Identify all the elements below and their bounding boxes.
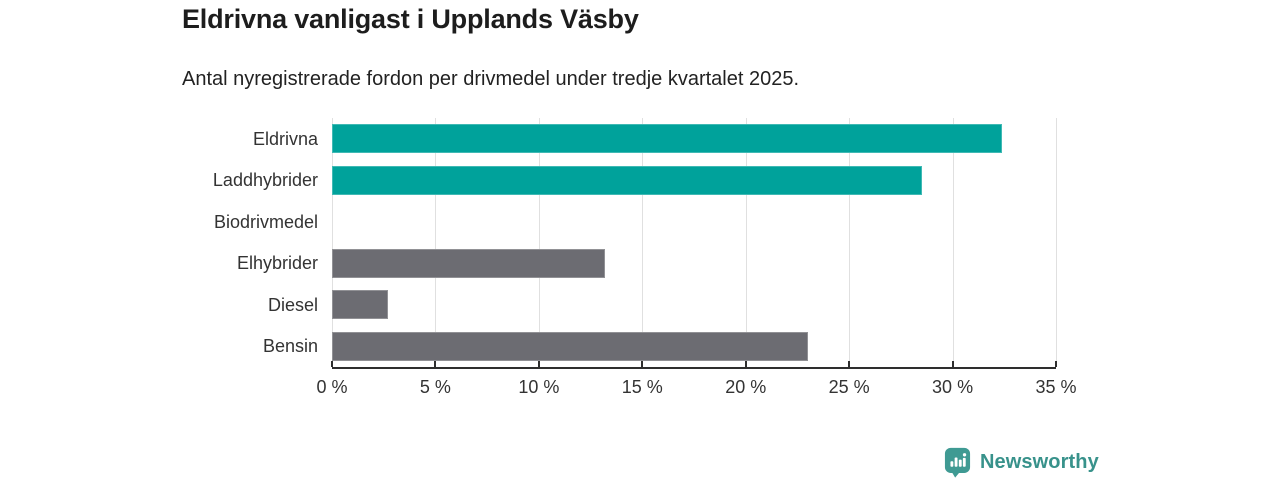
bar-diesel xyxy=(332,290,388,320)
axis-tick-0 xyxy=(331,361,333,367)
axis-tick-15 xyxy=(641,361,644,367)
x-tick-label-35: 35 % xyxy=(1035,377,1077,397)
y-label-elhybrider: Elhybrider xyxy=(236,253,318,274)
x-tick-label-10: 10 % xyxy=(518,377,560,397)
gridline-25 xyxy=(849,118,851,367)
chart-row-eldrivna: Eldrivna xyxy=(253,118,1056,160)
x-tick-label-20: 20 % xyxy=(725,377,767,397)
y-label-bensin: Bensin xyxy=(262,336,318,357)
y-label-diesel: Diesel xyxy=(267,294,318,315)
x-axis-tick-labels: 0 % 5 % 10 % 15 % 20 % 25 % 30 % 35 % xyxy=(316,377,1076,401)
y-label-laddhybrider: Laddhybrider xyxy=(212,170,318,191)
chart-row-biodrivmedel: Biodrivmedel xyxy=(214,201,1056,243)
axis-tick-35 xyxy=(1055,361,1057,367)
chart-subtitle: Antal nyregistrerade fordon per drivmede… xyxy=(182,68,800,90)
bar-laddhybrider xyxy=(332,165,922,195)
axis-tick-25 xyxy=(848,361,851,367)
bar-elhybrider xyxy=(332,248,606,278)
chart-row-diesel: Diesel xyxy=(268,284,1056,326)
chart-row-bensin: Bensin xyxy=(263,326,1056,368)
bar-rows: Eldrivna Laddhybrider Biodrivmedel Elhybrid… xyxy=(213,118,1056,368)
gridline-30 xyxy=(952,118,954,367)
page-title: Eldrivna vanligast i Upplands Väsby xyxy=(182,4,639,34)
brand-footer: Newsworthy xyxy=(944,446,1099,478)
axis-tick-10 xyxy=(537,361,540,367)
gridline-20 xyxy=(745,118,747,367)
gridline-10 xyxy=(538,118,540,367)
axis-tick-20 xyxy=(744,361,747,367)
bar-eldrivna xyxy=(332,124,1003,154)
y-label-eldrivna: Eldrivna xyxy=(252,128,318,149)
x-tick-label-0: 0 % xyxy=(316,377,348,397)
y-label-biodrivmedel: Biodrivmedel xyxy=(213,211,318,232)
gridline-0 xyxy=(332,118,333,367)
chart-row-laddhybrider: Laddhybrider xyxy=(213,160,1056,202)
chart-plot-area: Eldrivna Laddhybrider Biodrivmedel Elhybrid… xyxy=(213,118,1057,369)
newsworthy-logo-icon xyxy=(944,447,971,478)
x-tick-label-5: 5 % xyxy=(419,377,451,397)
x-tick-label-25: 25 % xyxy=(828,377,870,397)
bar-bensin xyxy=(332,331,808,361)
axis-tick-30 xyxy=(951,361,954,367)
axis-tick-5 xyxy=(434,361,437,367)
gridline-15 xyxy=(642,118,644,367)
x-tick-label-30: 30 % xyxy=(932,377,974,397)
gridline-35 xyxy=(1056,118,1057,367)
gridline-5 xyxy=(435,118,437,367)
x-tick-label-15: 15 % xyxy=(621,377,663,397)
chart-row-elhybrider: Elhybrider xyxy=(237,243,1056,285)
brand-name: Newsworthy xyxy=(980,450,1099,473)
